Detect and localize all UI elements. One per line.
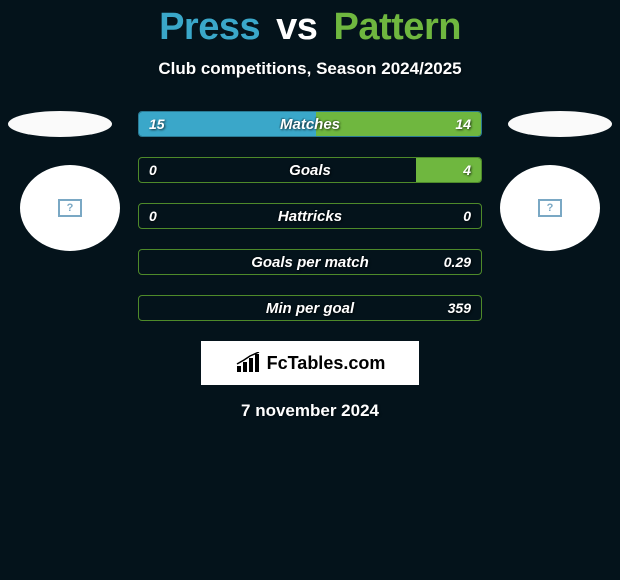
vs-text: vs (276, 6, 317, 48)
stat-label: Goals (139, 158, 481, 182)
stat-row: 0Hattricks0 (138, 203, 482, 229)
source-logo: FcTables.com (201, 341, 419, 385)
placeholder-icon: ? (538, 199, 562, 217)
player1-name: Press (159, 6, 260, 48)
left-team-ellipse (8, 111, 112, 137)
subtitle: Club competitions, Season 2024/2025 (0, 59, 620, 79)
placeholder-icon: ? (58, 199, 82, 217)
player2-name: Pattern (334, 6, 461, 48)
bar-chart-icon (235, 352, 261, 374)
stat-row: Goals per match0.29 (138, 249, 482, 275)
left-player-avatar: ? (20, 165, 120, 251)
stat-rows: 15Matches140Goals40Hattricks0Goals per m… (138, 111, 482, 321)
right-player-avatar: ? (500, 165, 600, 251)
stat-row: 15Matches14 (138, 111, 482, 137)
content-area: ? ? 15Matches140Goals40Hattricks0Goals p… (0, 111, 620, 421)
comparison-title: Press vs Pattern (0, 0, 620, 49)
right-value: 14 (455, 112, 471, 136)
stat-label: Min per goal (139, 296, 481, 320)
stat-label: Hattricks (139, 204, 481, 228)
right-value: 359 (448, 296, 471, 320)
stat-label: Matches (139, 112, 481, 136)
right-value: 0 (463, 204, 471, 228)
right-team-ellipse (508, 111, 612, 137)
right-value: 0.29 (444, 250, 471, 274)
stat-label: Goals per match (139, 250, 481, 274)
right-value: 4 (463, 158, 471, 182)
stat-row: Min per goal359 (138, 295, 482, 321)
logo-text: FcTables.com (267, 353, 386, 374)
stat-row: 0Goals4 (138, 157, 482, 183)
date-label: 7 november 2024 (0, 401, 620, 421)
